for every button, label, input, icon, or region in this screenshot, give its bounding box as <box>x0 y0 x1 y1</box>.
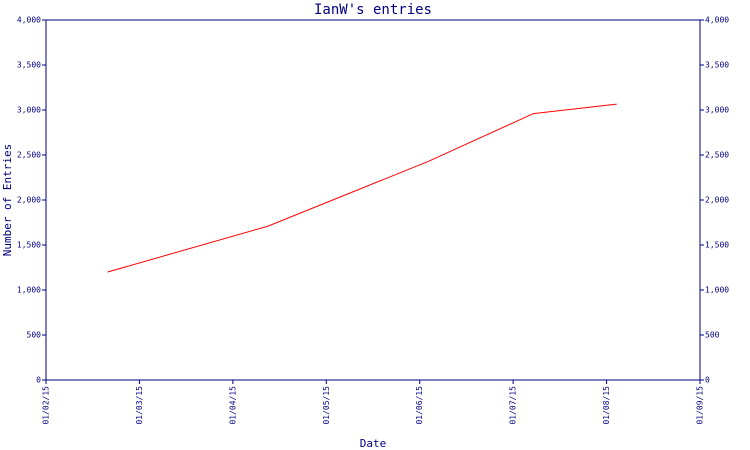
y-tick-label-right: 1,000 <box>705 286 729 295</box>
x-tick-group: 01/02/15 01/03/15 01/04/15 01/05/15 01/06/15… <box>42 380 705 425</box>
y-tick-label-left: 3,500 <box>17 61 41 70</box>
x-axis-label: Date <box>360 437 387 450</box>
y-tick-label-right: 1,500 <box>705 241 729 250</box>
y-tick-label-right: 2,000 <box>705 196 729 205</box>
y-tick-label-left: 2,500 <box>17 151 41 160</box>
x-tick-label: 01/06/15 <box>415 386 424 425</box>
y-tick-label-left: 0 <box>36 376 41 385</box>
x-tick-label: 01/08/15 <box>602 386 611 425</box>
y-tick-label-right: 4,000 <box>705 16 729 25</box>
x-tick-label: 01/05/15 <box>322 386 331 425</box>
x-tick-label: 01/02/15 <box>42 386 51 425</box>
y-tick-label-right: 3,000 <box>705 106 729 115</box>
y-tick-label-left: 4,000 <box>17 16 41 25</box>
y-tick-label-right: 500 <box>705 331 720 340</box>
y-tick-label-left: 3,000 <box>17 106 41 115</box>
series-line <box>107 103 617 273</box>
y-tick-label-left: 1,500 <box>17 241 41 250</box>
y-tick-group: 0 0 500 500 1,000 1,000 1,500 1,500 2,000 2,000 2,… <box>17 16 729 385</box>
y-tick-label-left: 2,000 <box>17 196 41 205</box>
y-tick-label-right: 3,500 <box>705 61 729 70</box>
x-tick-label: 01/09/15 <box>696 386 705 425</box>
y-tick-label-left: 500 <box>27 331 42 340</box>
y-tick-label-left: 1,000 <box>17 286 41 295</box>
series-group <box>107 103 617 273</box>
y-axis-label: Number of Entries <box>1 144 14 257</box>
y-tick-label-right: 0 <box>705 376 710 385</box>
x-tick-label: 01/07/15 <box>509 386 518 425</box>
chart-title: IanW's entries <box>314 2 432 18</box>
y-tick-label-right: 2,500 <box>705 151 729 160</box>
x-tick-label: 01/04/15 <box>228 386 237 425</box>
x-tick-label: 01/03/15 <box>135 386 144 425</box>
